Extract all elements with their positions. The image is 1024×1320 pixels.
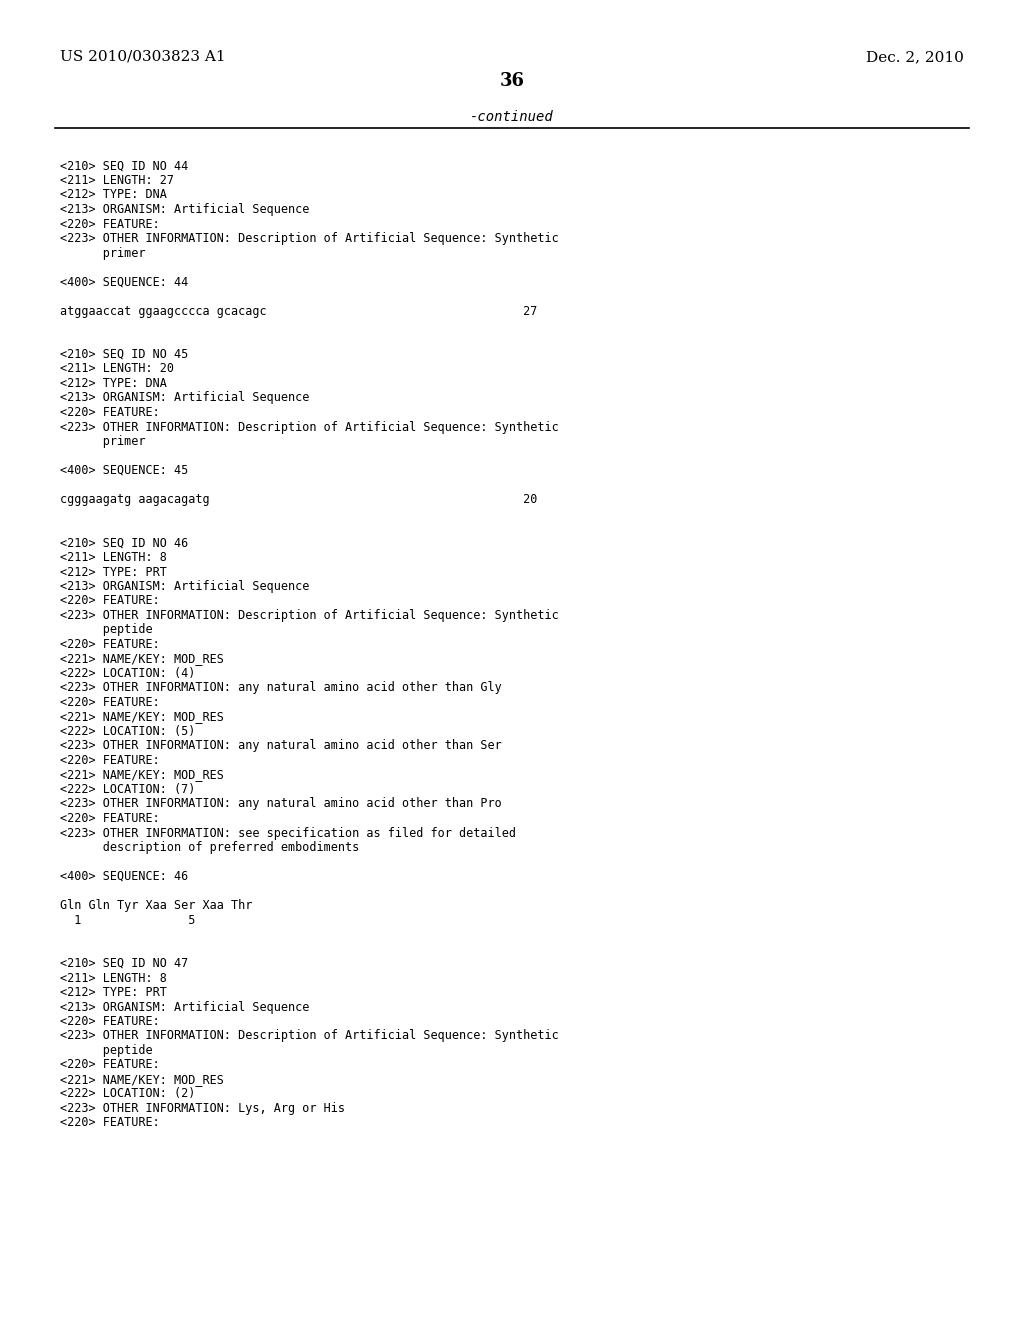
Text: <223> OTHER INFORMATION: Description of Artificial Sequence: Synthetic: <223> OTHER INFORMATION: Description of … [60,1030,559,1043]
Text: <221> NAME/KEY: MOD_RES: <221> NAME/KEY: MOD_RES [60,768,224,781]
Text: atggaaccat ggaagcccca gcacagc                                    27: atggaaccat ggaagcccca gcacagc 27 [60,305,538,318]
Text: <221> NAME/KEY: MOD_RES: <221> NAME/KEY: MOD_RES [60,1073,224,1086]
Text: <220> FEATURE:: <220> FEATURE: [60,594,160,607]
Text: <210> SEQ ID NO 45: <210> SEQ ID NO 45 [60,348,188,360]
Text: <220> FEATURE:: <220> FEATURE: [60,1059,160,1072]
Text: <223> OTHER INFORMATION: any natural amino acid other than Gly: <223> OTHER INFORMATION: any natural ami… [60,681,502,694]
Text: description of preferred embodiments: description of preferred embodiments [60,841,359,854]
Text: <220> FEATURE:: <220> FEATURE: [60,638,160,651]
Text: <222> LOCATION: (5): <222> LOCATION: (5) [60,725,196,738]
Text: <211> LENGTH: 8: <211> LENGTH: 8 [60,972,167,985]
Text: <211> LENGTH: 8: <211> LENGTH: 8 [60,550,167,564]
Text: 1               5: 1 5 [60,913,196,927]
Text: -continued: -continued [470,110,554,124]
Text: <223> OTHER INFORMATION: Lys, Arg or His: <223> OTHER INFORMATION: Lys, Arg or His [60,1102,345,1115]
Text: US 2010/0303823 A1: US 2010/0303823 A1 [60,50,225,63]
Text: <220> FEATURE:: <220> FEATURE: [60,218,160,231]
Text: <211> LENGTH: 27: <211> LENGTH: 27 [60,174,174,187]
Text: <220> FEATURE:: <220> FEATURE: [60,1117,160,1130]
Text: <222> LOCATION: (4): <222> LOCATION: (4) [60,667,196,680]
Text: <221> NAME/KEY: MOD_RES: <221> NAME/KEY: MOD_RES [60,652,224,665]
Text: <223> OTHER INFORMATION: Description of Artificial Sequence: Synthetic: <223> OTHER INFORMATION: Description of … [60,421,559,433]
Text: <210> SEQ ID NO 46: <210> SEQ ID NO 46 [60,536,188,549]
Text: 36: 36 [500,73,524,90]
Text: <212> TYPE: DNA: <212> TYPE: DNA [60,378,167,389]
Text: <210> SEQ ID NO 44: <210> SEQ ID NO 44 [60,160,188,173]
Text: <213> ORGANISM: Artificial Sequence: <213> ORGANISM: Artificial Sequence [60,203,309,216]
Text: <220> FEATURE:: <220> FEATURE: [60,812,160,825]
Text: <213> ORGANISM: Artificial Sequence: <213> ORGANISM: Artificial Sequence [60,1001,309,1014]
Text: Gln Gln Tyr Xaa Ser Xaa Thr: Gln Gln Tyr Xaa Ser Xaa Thr [60,899,252,912]
Text: <223> OTHER INFORMATION: Description of Artificial Sequence: Synthetic: <223> OTHER INFORMATION: Description of … [60,609,559,622]
Text: <223> OTHER INFORMATION: any natural amino acid other than Ser: <223> OTHER INFORMATION: any natural ami… [60,739,502,752]
Text: <223> OTHER INFORMATION: see specification as filed for detailed: <223> OTHER INFORMATION: see specificati… [60,826,516,840]
Text: <220> FEATURE:: <220> FEATURE: [60,754,160,767]
Text: <212> TYPE: PRT: <212> TYPE: PRT [60,986,167,999]
Text: <213> ORGANISM: Artificial Sequence: <213> ORGANISM: Artificial Sequence [60,392,309,404]
Text: <220> FEATURE:: <220> FEATURE: [60,696,160,709]
Text: <222> LOCATION: (7): <222> LOCATION: (7) [60,783,196,796]
Text: <220> FEATURE:: <220> FEATURE: [60,1015,160,1028]
Text: <223> OTHER INFORMATION: any natural amino acid other than Pro: <223> OTHER INFORMATION: any natural ami… [60,797,502,810]
Text: <221> NAME/KEY: MOD_RES: <221> NAME/KEY: MOD_RES [60,710,224,723]
Text: <400> SEQUENCE: 45: <400> SEQUENCE: 45 [60,465,188,477]
Text: <223> OTHER INFORMATION: Description of Artificial Sequence: Synthetic: <223> OTHER INFORMATION: Description of … [60,232,559,246]
Text: primer: primer [60,247,145,260]
Text: <210> SEQ ID NO 47: <210> SEQ ID NO 47 [60,957,188,970]
Text: peptide: peptide [60,623,153,636]
Text: <222> LOCATION: (2): <222> LOCATION: (2) [60,1088,196,1101]
Text: <211> LENGTH: 20: <211> LENGTH: 20 [60,363,174,375]
Text: <400> SEQUENCE: 46: <400> SEQUENCE: 46 [60,870,188,883]
Text: <213> ORGANISM: Artificial Sequence: <213> ORGANISM: Artificial Sequence [60,579,309,593]
Text: peptide: peptide [60,1044,153,1057]
Text: <400> SEQUENCE: 44: <400> SEQUENCE: 44 [60,276,188,289]
Text: <220> FEATURE:: <220> FEATURE: [60,407,160,418]
Text: Dec. 2, 2010: Dec. 2, 2010 [866,50,964,63]
Text: <212> TYPE: DNA: <212> TYPE: DNA [60,189,167,202]
Text: <212> TYPE: PRT: <212> TYPE: PRT [60,565,167,578]
Text: primer: primer [60,436,145,447]
Text: cgggaagatg aagacagatg                                            20: cgggaagatg aagacagatg 20 [60,492,538,506]
